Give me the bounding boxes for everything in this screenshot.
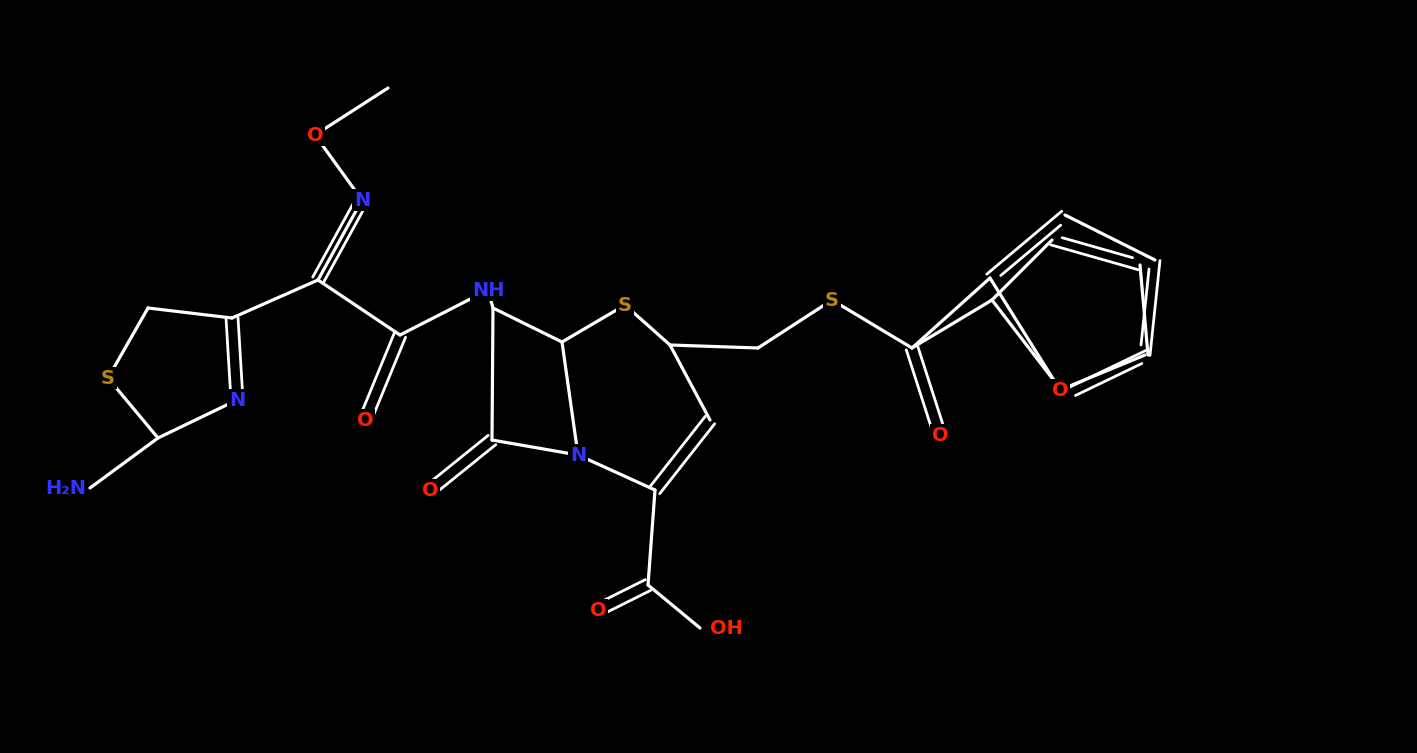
Text: S: S [825, 291, 839, 309]
Text: N: N [570, 446, 587, 465]
Text: O: O [306, 126, 323, 145]
Text: NH: NH [472, 281, 504, 300]
Text: OH: OH [710, 618, 743, 638]
Text: O: O [357, 410, 373, 429]
Text: O: O [1051, 380, 1068, 400]
Text: N: N [230, 391, 245, 410]
Text: O: O [589, 600, 606, 620]
Text: H₂N: H₂N [45, 478, 86, 498]
Text: S: S [101, 368, 115, 388]
Text: N: N [354, 191, 370, 209]
Text: S: S [618, 295, 632, 315]
Text: O: O [422, 480, 438, 499]
Text: O: O [932, 425, 948, 444]
